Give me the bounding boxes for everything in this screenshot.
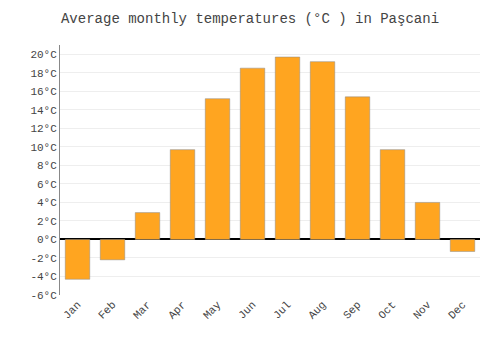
svg-text:0°C: 0°C — [37, 234, 57, 246]
svg-text:Jun: Jun — [236, 299, 258, 321]
svg-text:16°C: 16°C — [30, 86, 57, 98]
svg-text:Apr: Apr — [166, 299, 188, 321]
svg-text:20°C: 20°C — [30, 49, 57, 61]
svg-text:Mar: Mar — [131, 299, 153, 321]
svg-text:2°C: 2°C — [37, 216, 57, 228]
svg-text:10°C: 10°C — [30, 142, 57, 154]
svg-text:Jul: Jul — [271, 299, 293, 321]
svg-text:Dec: Dec — [446, 299, 468, 321]
svg-text:18°C: 18°C — [30, 68, 57, 80]
svg-text:-6°C: -6°C — [30, 290, 57, 302]
svg-text:4°C: 4°C — [37, 197, 57, 209]
svg-text:8°C: 8°C — [37, 160, 57, 172]
svg-text:Nov: Nov — [411, 299, 434, 322]
svg-text:May: May — [201, 299, 224, 322]
svg-text:Oct: Oct — [376, 299, 398, 321]
svg-text:14°C: 14°C — [30, 105, 57, 117]
svg-text:-4°C: -4°C — [30, 271, 57, 283]
svg-text:Jan: Jan — [61, 299, 83, 321]
svg-text:6°C: 6°C — [37, 179, 57, 191]
svg-text:Feb: Feb — [96, 299, 118, 321]
svg-text:Sep: Sep — [341, 299, 363, 321]
svg-text:-2°C: -2°C — [30, 253, 57, 265]
svg-text:Average monthly temperatures (: Average monthly temperatures (°C ) in Pa… — [61, 11, 439, 27]
svg-text:12°C: 12°C — [30, 123, 57, 135]
svg-text:Aug: Aug — [306, 299, 328, 321]
